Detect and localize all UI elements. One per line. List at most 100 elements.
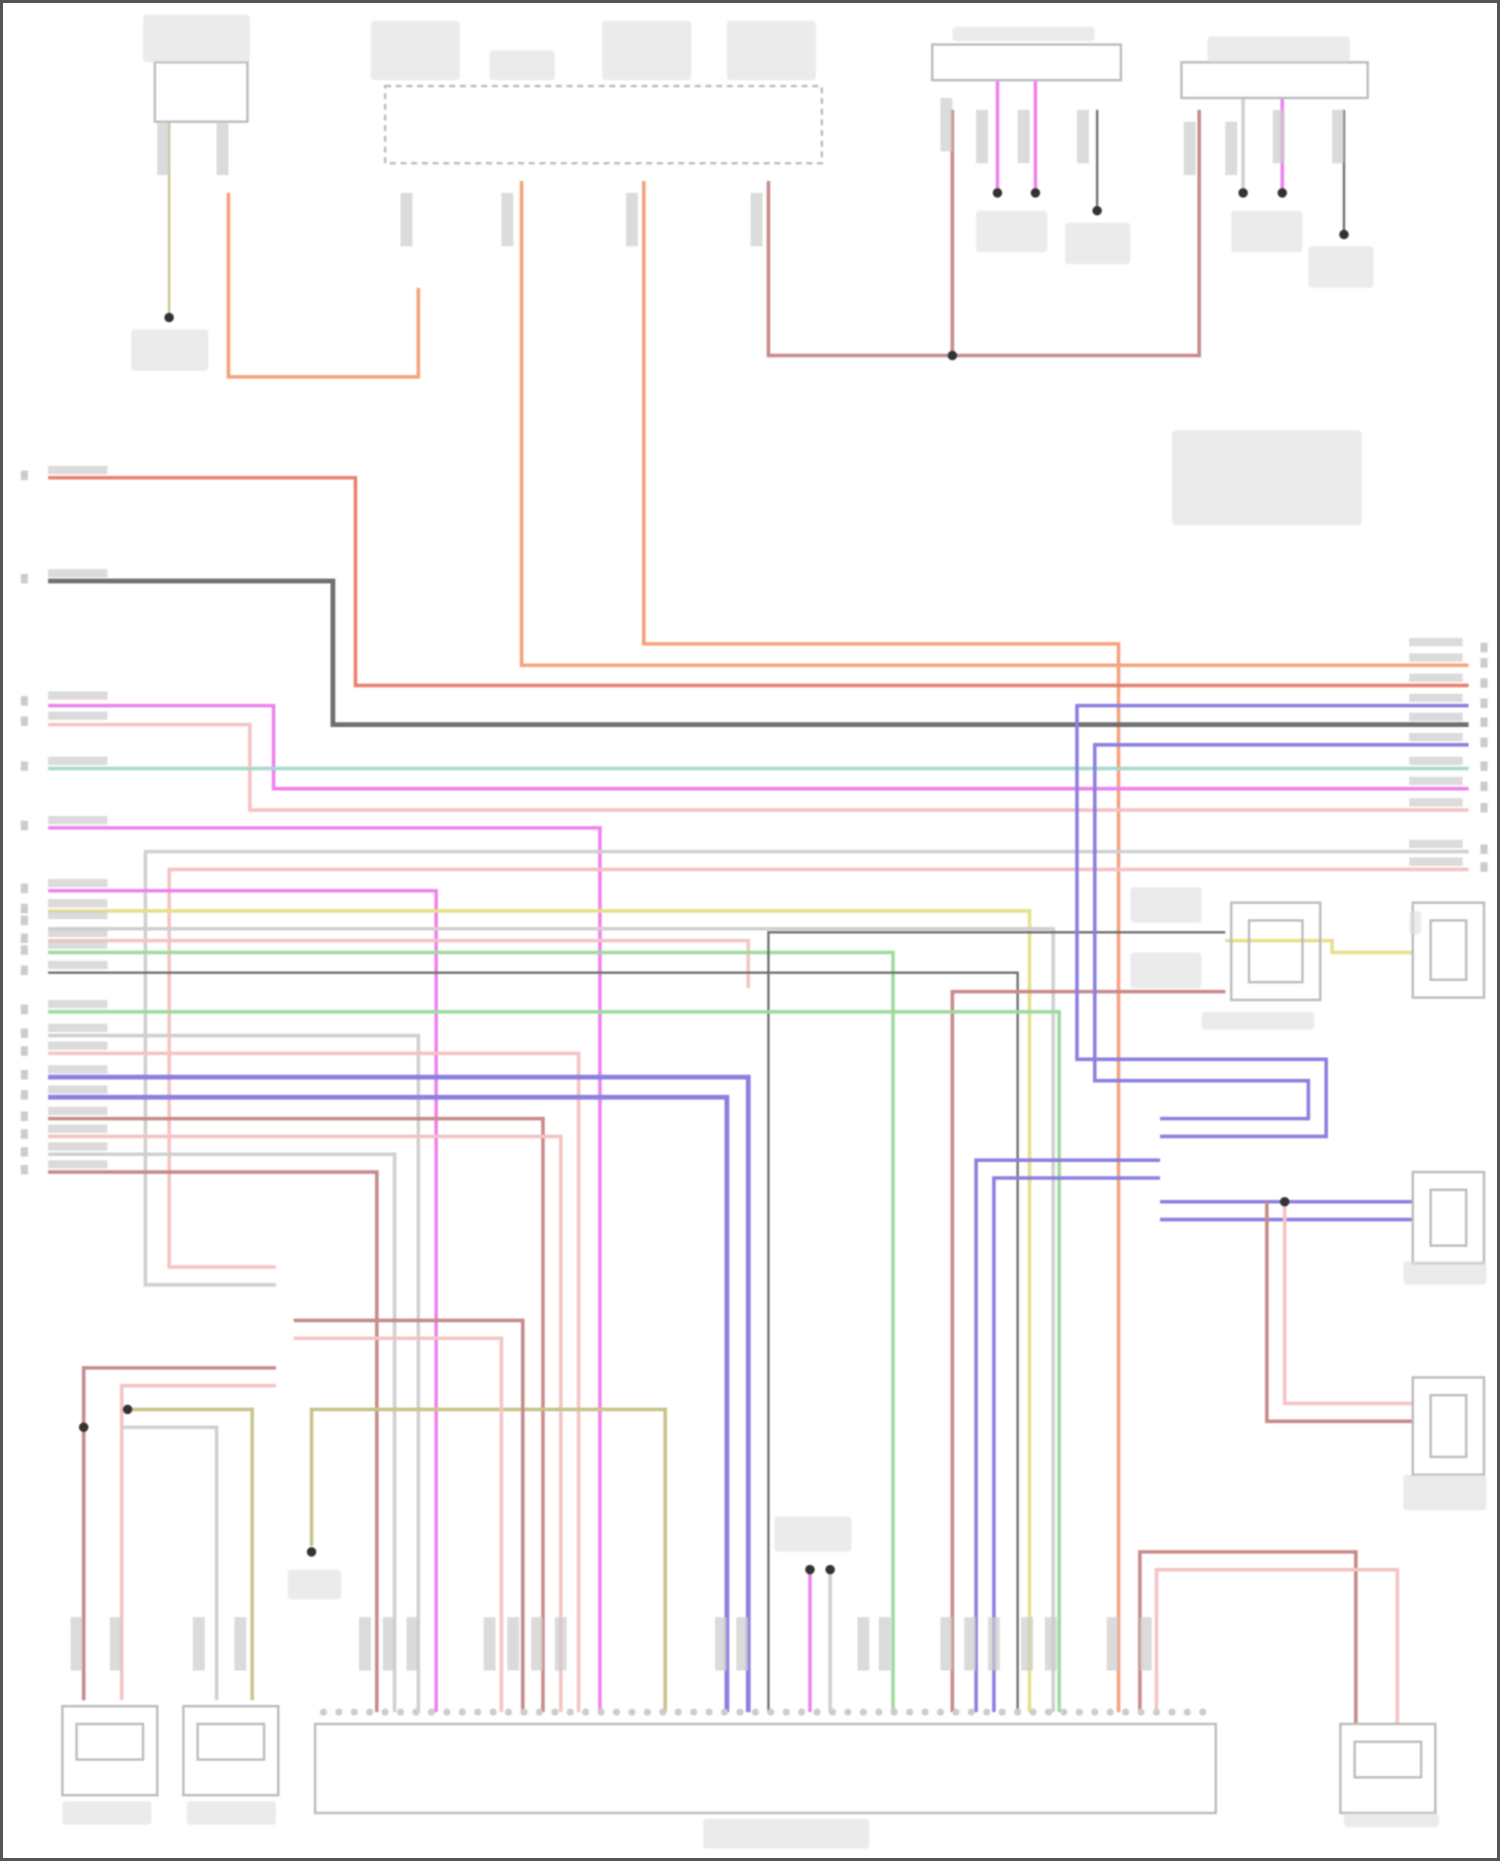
- wire-light_pink: [1282, 1201, 1413, 1406]
- wire-code-label: [157, 121, 170, 176]
- splice-dot: [1092, 205, 1102, 216]
- wire-code-label: [48, 960, 108, 970]
- pin-number: [20, 933, 28, 943]
- wire-code-label: [48, 569, 108, 578]
- wire-code-label: [1409, 637, 1463, 647]
- pin-number: [1480, 642, 1488, 653]
- wire-magenta: [48, 888, 438, 1713]
- wire-code-label: [1409, 839, 1463, 849]
- connector-pin: [1014, 1708, 1022, 1716]
- wire-olive: [309, 1407, 667, 1713]
- connector-pin: [782, 1708, 790, 1716]
- wire-code-label: [1409, 857, 1463, 866]
- connector-pin: [674, 1708, 682, 1716]
- wire-code-label: [48, 1142, 108, 1151]
- wire-light_gray: [48, 1033, 421, 1713]
- pin-number: [20, 1028, 28, 1038]
- wire-code-label: [382, 1617, 395, 1671]
- connector-pin: [458, 1708, 466, 1716]
- wire-orange: [519, 181, 1469, 668]
- wire-code-label: [626, 192, 638, 247]
- pin-number: [20, 1164, 28, 1175]
- wire-purple: [1075, 703, 1469, 1139]
- connector-pin: [1168, 1708, 1176, 1716]
- connector-pin: [936, 1708, 945, 1716]
- label-block: [1207, 36, 1350, 63]
- pin-number: [20, 1129, 28, 1139]
- connector-pin: [350, 1708, 358, 1716]
- pin-number: [20, 1046, 28, 1056]
- wire-code-label: [987, 1617, 1000, 1671]
- label-block: [726, 20, 816, 81]
- connector-pin: [844, 1708, 852, 1716]
- connector-pin: [597, 1708, 605, 1716]
- pin-number: [1480, 737, 1488, 748]
- connector-pin: [1075, 1708, 1083, 1716]
- connector-pin: [828, 1708, 837, 1716]
- pin-number: [20, 883, 28, 894]
- connector-pin: [1029, 1708, 1037, 1716]
- splice-dot: [947, 350, 958, 361]
- wire-code-label: [1409, 798, 1463, 807]
- connector-pin: [319, 1708, 327, 1716]
- wire-code-label: [964, 1617, 977, 1671]
- wire-code-label: [878, 1617, 891, 1671]
- wire-code-label: [48, 899, 108, 908]
- pin-number: [20, 945, 28, 955]
- wire-light_gray: [48, 1152, 397, 1713]
- connector-pin: [952, 1708, 960, 1716]
- splice-dot: [122, 1404, 133, 1415]
- wire-light_pink: [48, 1051, 581, 1713]
- wire-orange: [226, 192, 421, 379]
- connector-pin: [736, 1708, 744, 1716]
- wire-purple: [974, 1158, 1161, 1713]
- wire-code-label: [1409, 712, 1463, 722]
- wire-code-label: [940, 97, 953, 152]
- connector-pin: [859, 1708, 867, 1716]
- wire-code-label: [70, 1617, 83, 1671]
- wire-code-label: [48, 928, 108, 938]
- label-block: [1409, 910, 1422, 935]
- wire-dark_gray: [48, 578, 1469, 727]
- pin-number: [20, 1069, 28, 1080]
- pin-number: [1480, 802, 1488, 813]
- wiring-diagram: [20, 14, 1488, 1849]
- label-block: [370, 20, 460, 81]
- wire-code-label: [48, 1106, 108, 1116]
- wire-code-label: [1409, 776, 1463, 786]
- wire-code-label: [736, 1617, 749, 1671]
- label-block: [1171, 430, 1362, 526]
- wire-code-label: [234, 1617, 247, 1671]
- wire-code-label: [554, 1617, 567, 1671]
- connector-pin: [998, 1708, 1006, 1716]
- wire-code-label: [483, 1617, 496, 1671]
- wire-purple: [48, 1074, 751, 1713]
- wire-code-label: [48, 1160, 108, 1169]
- connector-pin: [1199, 1708, 1207, 1716]
- sensor-face: [196, 1722, 266, 1761]
- wire-code-label: [501, 192, 514, 247]
- wire-code-label: [48, 691, 108, 700]
- wire-code-label: [1409, 693, 1463, 703]
- pin-number: [1480, 862, 1488, 872]
- wire-light_pink: [48, 1134, 563, 1713]
- connector-pin: [767, 1708, 775, 1716]
- wire-code-label: [1272, 109, 1285, 164]
- label-block: [976, 210, 1048, 253]
- wire-purple: [992, 1176, 1161, 1713]
- connector-pin: [582, 1708, 590, 1716]
- wire-red_brown: [1138, 1550, 1358, 1724]
- wire-code-label: [857, 1617, 870, 1671]
- sensor-face: [1429, 1188, 1468, 1247]
- connector-pin: [643, 1708, 651, 1716]
- sensor-face: [1429, 919, 1468, 981]
- wire-code-label: [1106, 1617, 1119, 1671]
- wire-code-label: [1409, 653, 1463, 662]
- wire-light_gray: [48, 926, 1056, 1713]
- pin-number: [20, 716, 28, 726]
- wire-dark_gray: [48, 971, 1019, 1713]
- pin-number: [20, 1004, 28, 1015]
- connector-pin: [381, 1708, 389, 1716]
- wire-magenta: [48, 826, 602, 1713]
- relay-block: [383, 84, 824, 165]
